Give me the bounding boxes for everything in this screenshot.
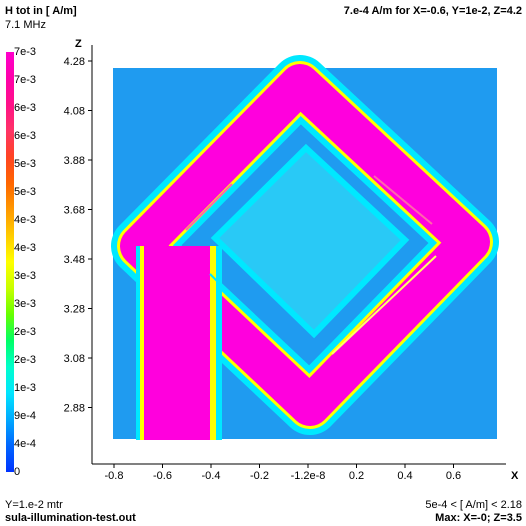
field-inner-region: [210, 143, 410, 339]
legend-tick-label: 9e-4: [14, 410, 37, 422]
value-range-label: 5e-4 < [ A/m] < 2.18: [425, 499, 522, 511]
z-axis-label: Z: [75, 38, 82, 50]
legend-tick-label: 6e-3: [14, 102, 37, 114]
legend-tick-label: 7e-3: [14, 74, 37, 86]
field-loop: [120, 64, 490, 426]
output-filename: sula-illumination-test.out: [5, 512, 136, 524]
z-tick-label: 3.08: [64, 353, 85, 365]
x-tick-label: -1.2e-8: [291, 470, 326, 482]
legend-tick-label: 3e-3: [14, 270, 37, 282]
legend-tick-label: 1e-3: [14, 382, 37, 394]
max-location-label: Max: X=-0; Z=3.5: [435, 512, 522, 524]
field-magnitude-layer: [111, 55, 499, 440]
legend-tick-label: 4e-4: [14, 438, 37, 450]
field-stripe-2: [331, 255, 437, 355]
z-tick-label: 3.88: [64, 155, 85, 167]
field-leg: [144, 246, 210, 440]
z-tick-label: 2.88: [64, 403, 85, 415]
x-tick-label: -0.2: [250, 470, 269, 482]
x-axis-label: X: [511, 470, 519, 482]
color-scale-bar: [6, 52, 14, 472]
legend-tick-label: 4e-3: [14, 242, 37, 254]
legend-tick-label: 3e-3: [14, 298, 37, 310]
legend-tick-label: 0: [14, 466, 21, 478]
x-tick-label: 0.4: [397, 470, 412, 482]
legend-tick-label: 2e-3: [14, 354, 37, 366]
z-tick-label: 3.68: [64, 205, 85, 217]
legend-tick-label: 4e-3: [14, 214, 37, 226]
legend-tick-label: 5e-3: [14, 186, 37, 198]
z-tick-label: 4.08: [64, 106, 85, 118]
field-stripe-4: [185, 183, 233, 231]
legend-tick-label: 7e-3: [14, 46, 37, 58]
x-tick-label: 0.6: [446, 470, 461, 482]
z-axis-ticks: 4.28 4.08 3.88 3.68 3.48 3.28 3.08 2.88: [64, 56, 92, 415]
field-stripe-3: [373, 175, 433, 225]
frequency-label: 7.1 MHz: [5, 19, 46, 31]
legend-tick-label: 2e-3: [14, 326, 37, 338]
x-tick-label: -0.6: [153, 470, 172, 482]
x-axis-ticks: -0.8 -0.6 -0.4 -0.2 -1.2e-8 0.2 0.4 0.6: [105, 464, 461, 482]
y-info-label: Y=1.e-2 mtr: [5, 499, 63, 511]
x-tick-label: 0.2: [349, 470, 364, 482]
field-stripe-1: [209, 273, 293, 357]
legend-tick-label: 5e-3: [14, 158, 37, 170]
z-tick-label: 4.28: [64, 56, 85, 68]
plot-title: H tot in [ A/m]: [5, 5, 77, 17]
z-tick-label: 3.48: [64, 254, 85, 266]
x-tick-label: -0.4: [202, 470, 221, 482]
legend-tick-label: 6e-3: [14, 130, 37, 142]
color-scale-labels: 7e-3 7e-3 6e-3 6e-3 5e-3 5e-3 4e-3 4e-3 3e-3 3e-3…: [14, 47, 74, 482]
z-tick-label: 3.28: [64, 304, 85, 316]
x-tick-label: -0.8: [105, 470, 124, 482]
probe-readout: 7.e-4 A/m for X=-0.6, Y=1e-2, Z=4.2: [343, 5, 522, 17]
